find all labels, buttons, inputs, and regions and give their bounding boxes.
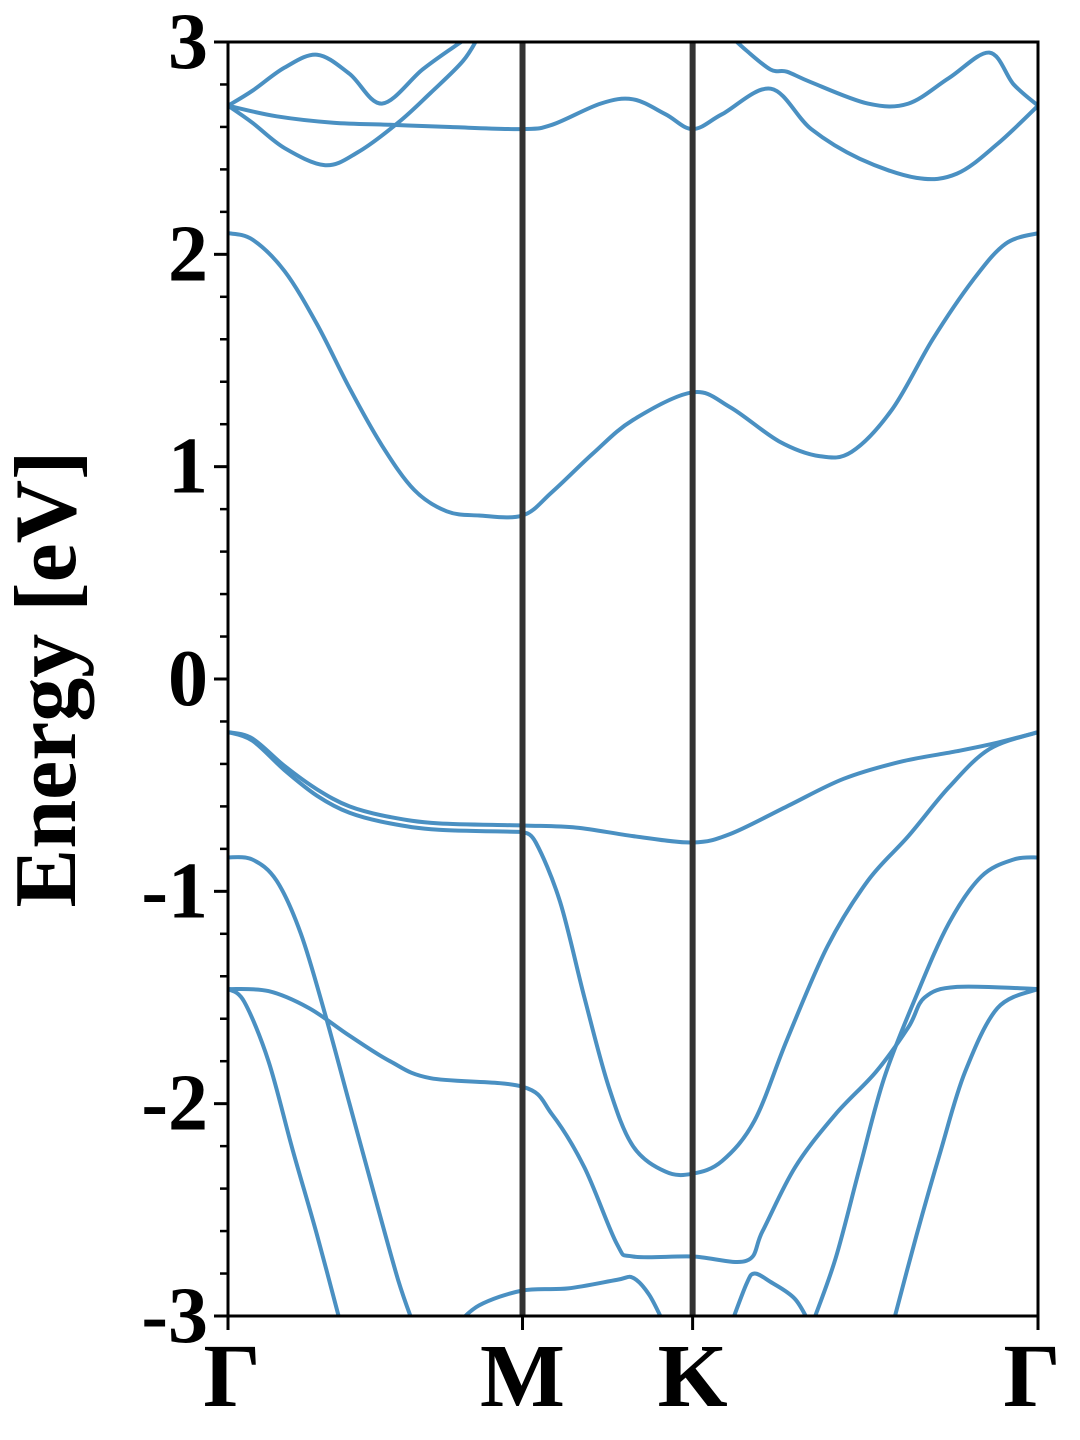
band-line-9 xyxy=(228,855,413,1316)
high-symmetry-lines xyxy=(519,42,696,1316)
x-tick-label-K: K xyxy=(658,1327,728,1426)
y-tick-label: 3 xyxy=(168,0,208,86)
x-tick-label-Γ: Γ xyxy=(1003,1327,1060,1426)
band-line-13 xyxy=(892,987,1038,1316)
band-line-4 xyxy=(734,42,1038,109)
band-line-12 xyxy=(228,987,341,1316)
y-tick-label: 0 xyxy=(168,635,208,723)
band-line-8 xyxy=(520,730,1038,1178)
y-tick-label: -3 xyxy=(141,1272,208,1360)
y-tick-label: -2 xyxy=(141,1060,208,1148)
band-line-2 xyxy=(228,86,1038,182)
y-axis-label: Energy [eV] xyxy=(0,451,95,908)
y-axis-ticks: 3 2 1 0 -1 -2 -3 xyxy=(141,0,228,1360)
band-line-7 xyxy=(228,730,525,834)
band-line-10 xyxy=(813,855,1038,1316)
y-tick-label: 2 xyxy=(168,210,208,298)
band-lines xyxy=(228,42,1038,1316)
band-line-5 xyxy=(228,231,1038,520)
band-line-0 xyxy=(228,42,465,108)
band-line-6 xyxy=(228,730,1038,845)
x-tick-label-M: M xyxy=(480,1327,565,1426)
plot-frame xyxy=(226,40,1040,1318)
band-line-15 xyxy=(731,1271,809,1316)
x-tick-label-Γ: Γ xyxy=(203,1327,260,1426)
band-line-11 xyxy=(228,984,1038,1265)
band-line-14 xyxy=(462,1274,663,1316)
y-tick-label: 1 xyxy=(168,423,208,511)
y-tick-label: -1 xyxy=(141,847,208,935)
band-line-1 xyxy=(228,42,478,168)
